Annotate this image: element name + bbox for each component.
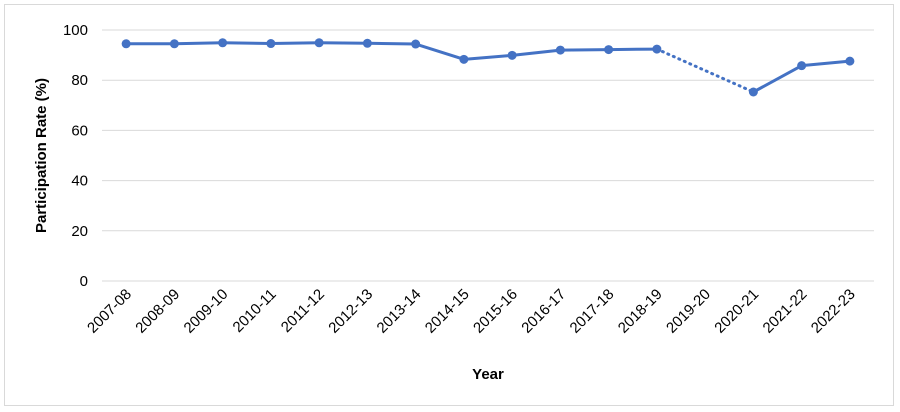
x-tick-label: 2011-12	[278, 286, 328, 336]
data-point-2008-09	[169, 39, 179, 49]
x-tick-label: 2014-15	[422, 286, 473, 337]
x-tick-label: 2013-14	[373, 286, 424, 337]
x-tick-labels: 2007-082008-092009-102010-112011-122012-…	[84, 286, 859, 337]
y-tick-label: 100	[63, 22, 88, 39]
x-tick-label: 2020-21	[711, 286, 762, 337]
x-tick-label: 2018-19	[615, 286, 666, 337]
data-point-2007-08	[121, 39, 131, 49]
data-point-2014-15	[459, 54, 469, 64]
data-point-2015-16	[507, 50, 517, 60]
series-lines	[124, 41, 852, 94]
series-points	[121, 38, 855, 97]
y-tick-label: 60	[71, 122, 88, 139]
data-point-2018-19	[652, 44, 662, 54]
y-axis-title: Participation Rate (%)	[33, 78, 50, 233]
chart-frame	[4, 4, 894, 406]
data-point-2021-22	[797, 61, 807, 71]
series-line-segment	[558, 48, 611, 52]
x-tick-label: 2016-17	[518, 286, 569, 337]
data-point-2017-18	[604, 45, 614, 55]
x-tick-label: 2008-09	[132, 286, 183, 337]
series-line-segment	[414, 42, 466, 61]
x-tick-label: 2019-20	[663, 286, 714, 337]
x-tick-label: 2007-08	[84, 286, 135, 337]
data-point-2016-17	[555, 45, 565, 55]
data-point-2010-11	[266, 39, 276, 49]
series-line-segment	[269, 41, 321, 46]
x-tick-label: 2017-18	[566, 286, 617, 337]
data-point-2020-21	[748, 87, 758, 97]
series-line-segment	[751, 64, 804, 94]
x-tick-label: 2015-16	[470, 286, 521, 337]
series-line-segment	[365, 41, 418, 46]
y-tick-label: 0	[80, 273, 88, 290]
series-line-segment	[317, 41, 369, 45]
series-line-segment	[172, 41, 225, 46]
series-line-segment	[510, 48, 562, 57]
x-tick-label: 2010-11	[230, 286, 280, 336]
x-tick-label: 2021-22	[759, 286, 810, 337]
x-axis-title: Year	[472, 366, 504, 383]
y-tick-label: 80	[71, 72, 88, 89]
series-gap-line	[655, 47, 755, 94]
gridlines	[102, 29, 874, 282]
y-tick-label: 20	[71, 223, 88, 240]
series-line-segment	[800, 59, 852, 68]
x-tick-label: 2022-23	[808, 286, 859, 337]
data-point-2009-10	[218, 38, 228, 48]
y-tick-label: 40	[71, 173, 88, 190]
data-point-2011-12	[314, 38, 324, 48]
series-line-segment	[221, 41, 273, 46]
series-line-segment	[462, 53, 514, 61]
x-tick-label: 2009-10	[180, 286, 231, 337]
series-line-segment	[607, 47, 659, 52]
data-point-2022-23	[845, 56, 855, 66]
data-point-2013-14	[411, 39, 421, 49]
x-tick-label: 2012-13	[325, 286, 376, 337]
data-point-2012-13	[362, 38, 372, 48]
y-tick-labels: 0 20 40 60 80 100	[63, 22, 88, 290]
